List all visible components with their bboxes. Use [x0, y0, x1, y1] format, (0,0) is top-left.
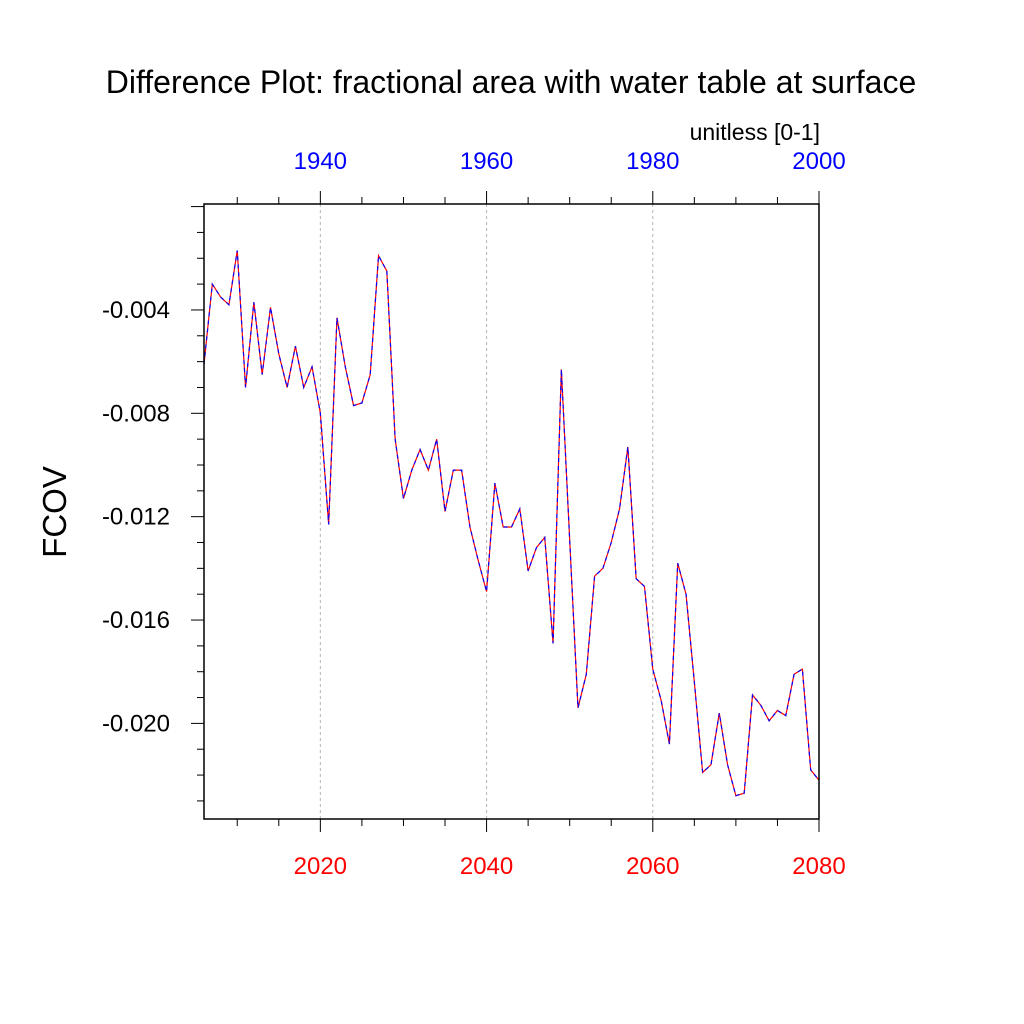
top-tick-label: 2000 — [792, 148, 845, 175]
chart-title: Difference Plot: fractional area with wa… — [106, 64, 916, 100]
top-tick-label: 1980 — [626, 148, 679, 175]
top-x-axis: 1940 1960 1980 2000 — [236, 148, 846, 204]
top-tick-label: 1960 — [460, 148, 513, 175]
top-tick-label: 1940 — [294, 148, 347, 175]
y-tick-label: -0.020 — [102, 710, 170, 737]
bottom-tick-label: 2060 — [626, 853, 679, 880]
y-tick-label: -0.012 — [102, 504, 170, 531]
grid-lines — [319, 204, 654, 819]
units-label: unitless [0-1] — [690, 119, 820, 145]
bottom-tick-label: 2040 — [460, 853, 513, 880]
bottom-x-axis: 2020 2040 2060 2080 — [236, 819, 846, 880]
y-axis: -0.004 -0.008 -0.012 -0.016 -0.020 — [102, 206, 204, 802]
bottom-tick-label: 2080 — [792, 853, 845, 880]
y-tick-label: -0.016 — [102, 607, 170, 634]
y-tick-label: -0.004 — [102, 297, 170, 324]
plot-frame — [203, 203, 820, 820]
bottom-tick-label: 2020 — [294, 853, 347, 880]
series-line-blue — [203, 250, 820, 797]
y-tick-label: -0.008 — [102, 400, 170, 427]
data-series — [203, 250, 820, 797]
y-axis-label: FCOV — [36, 466, 73, 558]
